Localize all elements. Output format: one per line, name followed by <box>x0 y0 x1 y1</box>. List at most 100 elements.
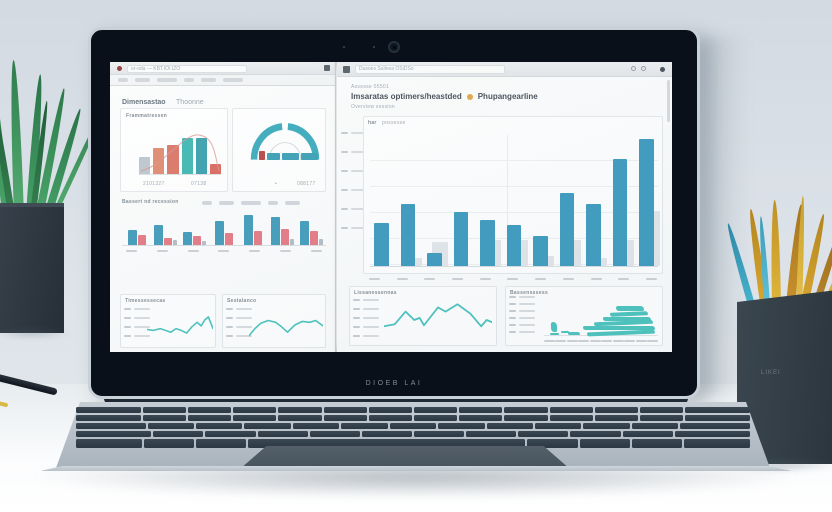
text-placeholder <box>126 250 137 252</box>
text-placeholder <box>612 340 624 342</box>
keyboard-key <box>640 407 684 413</box>
text-placeholder <box>590 278 602 280</box>
current-bar <box>612 158 628 266</box>
y-axis-labels <box>226 308 252 344</box>
text-placeholder[interactable] <box>219 201 234 205</box>
text-placeholder[interactable] <box>118 78 128 82</box>
text-placeholder <box>618 278 630 280</box>
close-window-dot[interactable] <box>117 66 122 71</box>
text-placeholder <box>280 250 292 252</box>
axis-label-row <box>353 335 379 337</box>
primary-bar <box>183 232 193 245</box>
keyboard-key <box>680 423 750 429</box>
bar-group <box>297 208 326 245</box>
axis-label-row <box>124 335 150 337</box>
gauge-base-bars <box>259 150 318 160</box>
keyboard-key <box>549 415 593 421</box>
keyboard-key <box>527 439 578 448</box>
text-placeholder[interactable] <box>241 201 261 205</box>
axis-label-row <box>124 326 150 328</box>
page-title: Dimensastao <box>122 99 166 106</box>
text-placeholder <box>535 278 547 280</box>
text-placeholder[interactable] <box>135 78 150 82</box>
right-address-bar[interactable]: Dusoes Sulinea OSiDSo <box>355 65 505 74</box>
mini-bar <box>181 138 193 174</box>
bottom-line-card: Lissanessennas <box>349 286 497 346</box>
text-placeholder[interactable] <box>285 201 300 205</box>
text-placeholder[interactable] <box>184 78 194 82</box>
keyboard-key <box>414 431 465 437</box>
chart-corner-label: har <box>368 120 377 126</box>
keyboard-key <box>438 423 485 429</box>
text-placeholder[interactable] <box>202 201 212 205</box>
axis-label-row <box>341 132 367 134</box>
text-placeholder <box>218 250 230 252</box>
line-chart <box>384 299 492 341</box>
keyboard-key <box>76 407 141 413</box>
line-chart <box>249 307 323 343</box>
bar-group <box>268 208 297 245</box>
text-placeholder[interactable] <box>201 78 216 82</box>
keyboard-key <box>244 423 291 429</box>
y-axis-labels <box>353 299 379 344</box>
bar-slot <box>449 135 472 266</box>
scrollbar[interactable] <box>667 80 670 122</box>
keyboard-key <box>549 407 593 413</box>
axis-label-row <box>509 324 535 326</box>
menu-dot[interactable] <box>660 67 665 72</box>
text-placeholder <box>601 340 613 342</box>
axis-label-row <box>341 170 367 172</box>
keyboard-key <box>341 423 388 429</box>
left-window-toolbar <box>110 75 335 86</box>
bar-slot <box>582 135 608 266</box>
text-placeholder <box>578 340 590 342</box>
bar-slot <box>396 135 422 266</box>
main-bar-plot <box>370 135 660 267</box>
tertiary-bar <box>289 239 294 245</box>
card-title: Lissanessennas <box>354 290 397 296</box>
keyboard-key <box>389 423 437 429</box>
text-placeholder[interactable] <box>268 201 278 205</box>
text-placeholder <box>452 278 464 280</box>
main-y-axis-labels <box>341 132 367 246</box>
report-title: Imsaratas optimers/heastded <box>351 92 462 101</box>
keyboard-key <box>323 407 367 413</box>
keyboard-key <box>486 423 534 429</box>
axis-label-row <box>509 296 535 298</box>
y-axis-labels <box>124 308 150 344</box>
section-title: Bassert nd recession <box>122 199 179 205</box>
text-placeholder[interactable] <box>157 78 177 82</box>
window-menu-icon[interactable] <box>324 65 330 71</box>
current-bar <box>453 212 469 266</box>
axis-label-row <box>341 189 367 191</box>
card-title: Sestalanco <box>227 298 257 304</box>
gauge-bar <box>259 151 265 160</box>
axis-label-row <box>226 317 252 319</box>
keyboard-key <box>233 415 277 421</box>
keyboard-key <box>570 431 621 437</box>
bar-group <box>239 208 268 245</box>
text-placeholder <box>424 278 436 280</box>
axis-label-row <box>509 331 535 333</box>
main-x-ticks <box>369 278 657 280</box>
profile-icon[interactable] <box>641 66 646 71</box>
text-placeholder[interactable] <box>223 78 243 82</box>
axis-label-row <box>353 308 379 310</box>
key-row <box>76 431 751 437</box>
keyboard-key <box>76 439 142 448</box>
primary-bar <box>214 220 224 245</box>
axis-label-row <box>341 227 367 229</box>
key-row <box>76 407 751 413</box>
keyboard-key <box>631 423 679 429</box>
axis-label-row <box>124 317 150 319</box>
left-address-bar[interactable]: or-oda — KBT.IOI.IZO <box>127 65 247 73</box>
keyboard-key <box>583 423 630 429</box>
text-placeholder <box>589 340 601 342</box>
current-bar <box>400 204 416 266</box>
text-placeholder <box>624 340 636 342</box>
bookmark-icon[interactable] <box>631 66 636 71</box>
primary-bar <box>270 217 280 245</box>
bar-slot <box>476 135 502 266</box>
chart-corner-label-2: possesse <box>382 120 406 126</box>
keyboard-key <box>504 415 548 421</box>
